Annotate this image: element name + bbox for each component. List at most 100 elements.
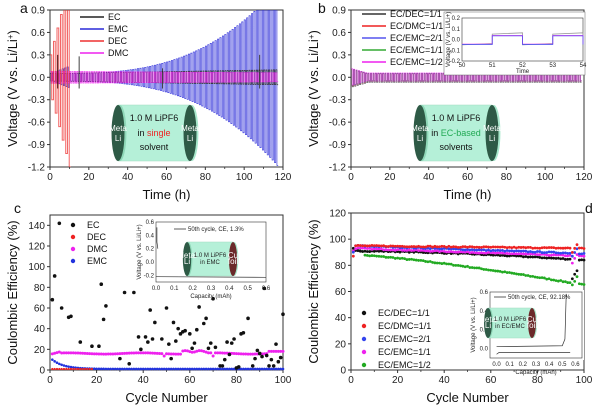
- data-point-dec: [62, 367, 66, 371]
- y-tick-label: -1.2: [329, 163, 347, 174]
- data-point-emc: [92, 367, 96, 371]
- data-point-emc: [144, 367, 147, 371]
- data-point: [375, 249, 379, 253]
- data-point-emc: [51, 358, 54, 361]
- data-point: [370, 254, 374, 257]
- data-point: [503, 245, 507, 249]
- data-point-dmc: [160, 352, 164, 356]
- data-point-dec: [79, 367, 82, 371]
- data-point: [510, 246, 514, 250]
- data-point: [489, 245, 493, 249]
- data-point-emc: [204, 367, 208, 371]
- y-tick-label: 80: [34, 283, 46, 294]
- inset-x-tick-label: 0.4: [225, 286, 234, 292]
- data-point-emc: [197, 367, 201, 371]
- data-point-dmc: [146, 351, 150, 355]
- inset-x-tick-label: 0.3: [207, 286, 216, 292]
- data-point: [549, 278, 553, 282]
- data-point-ec: [150, 337, 155, 341]
- data-point-emc: [153, 367, 157, 371]
- left-electrode: [413, 105, 427, 161]
- data-point: [447, 262, 451, 266]
- data-point: [582, 247, 586, 250]
- data-point: [382, 248, 386, 252]
- data-point: [582, 252, 586, 255]
- superscript-plus: +: [6, 34, 15, 39]
- data-point: [508, 271, 511, 274]
- data-point: [375, 244, 379, 247]
- data-point-dec: [83, 367, 87, 371]
- data-point: [547, 277, 551, 281]
- data-point: [431, 245, 434, 249]
- data-point-emc: [97, 367, 101, 371]
- y-tick-label: -0.6: [329, 118, 347, 129]
- data-point: [531, 246, 535, 250]
- data-point: [529, 245, 532, 249]
- inset: 0.0 0.1 0.2 0.3 0.4 0.5 0.6 0.6 0.4 0.2 0.0 -0.2 Cap…: [137, 218, 271, 300]
- data-point: [508, 245, 511, 249]
- data-point-emc: [279, 367, 282, 371]
- data-point: [452, 245, 455, 249]
- data-point: [370, 247, 374, 251]
- legend-label: EC/DEC=1/1: [390, 9, 442, 19]
- data-point: [522, 255, 525, 259]
- data-point: [421, 259, 425, 263]
- data-point: [487, 245, 490, 249]
- inset-y-tick-label: 0.0: [452, 38, 461, 44]
- data-point: [503, 251, 507, 255]
- data-point: [396, 256, 399, 260]
- data-point-dec: [65, 367, 68, 371]
- data-point: [419, 245, 423, 249]
- data-point: [389, 255, 393, 259]
- data-point-dmc: [151, 351, 155, 355]
- left-electrode-label: Li: [115, 134, 121, 143]
- data-point: [419, 258, 423, 262]
- data-point-dmc: [188, 350, 192, 354]
- panel-d: d 0 20 40 60 80 100 0 20 40 60 80 100 120 Cycle Number…: [306, 200, 593, 405]
- data-point-ec: [246, 316, 250, 321]
- data-point: [536, 250, 539, 253]
- data-point: [414, 245, 418, 249]
- data-point: [372, 247, 376, 251]
- data-point-ec: [281, 312, 285, 317]
- data-point: [398, 244, 402, 248]
- data-point: [563, 280, 567, 284]
- right-electrode: [485, 105, 499, 161]
- inset-x-tick-label: 0.1: [506, 362, 515, 368]
- data-point: [498, 269, 502, 273]
- left-electrode-label: Li: [485, 321, 491, 330]
- x-tick-label: 0: [47, 172, 53, 183]
- data-point: [498, 254, 502, 257]
- data-point: [456, 264, 460, 267]
- data-point: [435, 249, 439, 253]
- data-point: [365, 250, 369, 253]
- x-tick-label: 100: [576, 375, 593, 386]
- data-point: [556, 246, 560, 250]
- plot-area: [50, 10, 279, 167]
- data-point: [403, 257, 406, 261]
- data-point: [421, 245, 425, 249]
- data-point: [377, 247, 381, 251]
- data-point-dmc: [239, 352, 243, 356]
- data-point: [542, 256, 546, 260]
- data-point-dmc: [281, 349, 285, 353]
- data-point-dmc: [144, 351, 148, 355]
- inset-y-tick-label: 0.2: [480, 328, 489, 334]
- data-point: [568, 281, 572, 285]
- data-point: [494, 251, 497, 255]
- data-point: [519, 273, 523, 276]
- data-point: [473, 248, 476, 252]
- panel-a: a 0 20 40 60 80 100 120 0.9 0.6 0.3 0.0 -0.3 -0.6 -0.9…: [5, 0, 292, 202]
- data-point-emc: [274, 367, 278, 371]
- data-point-dmc: [118, 352, 122, 356]
- data-point-ec: [208, 341, 213, 345]
- data-point: [547, 250, 551, 254]
- data-point: [547, 254, 551, 257]
- data-point: [470, 266, 474, 269]
- data-point-ec: [97, 344, 101, 349]
- data-point-emc: [58, 362, 61, 366]
- data-point: [447, 247, 451, 251]
- data-point-emc: [211, 367, 215, 371]
- data-point: [440, 251, 444, 255]
- data-point-ec: [171, 320, 176, 325]
